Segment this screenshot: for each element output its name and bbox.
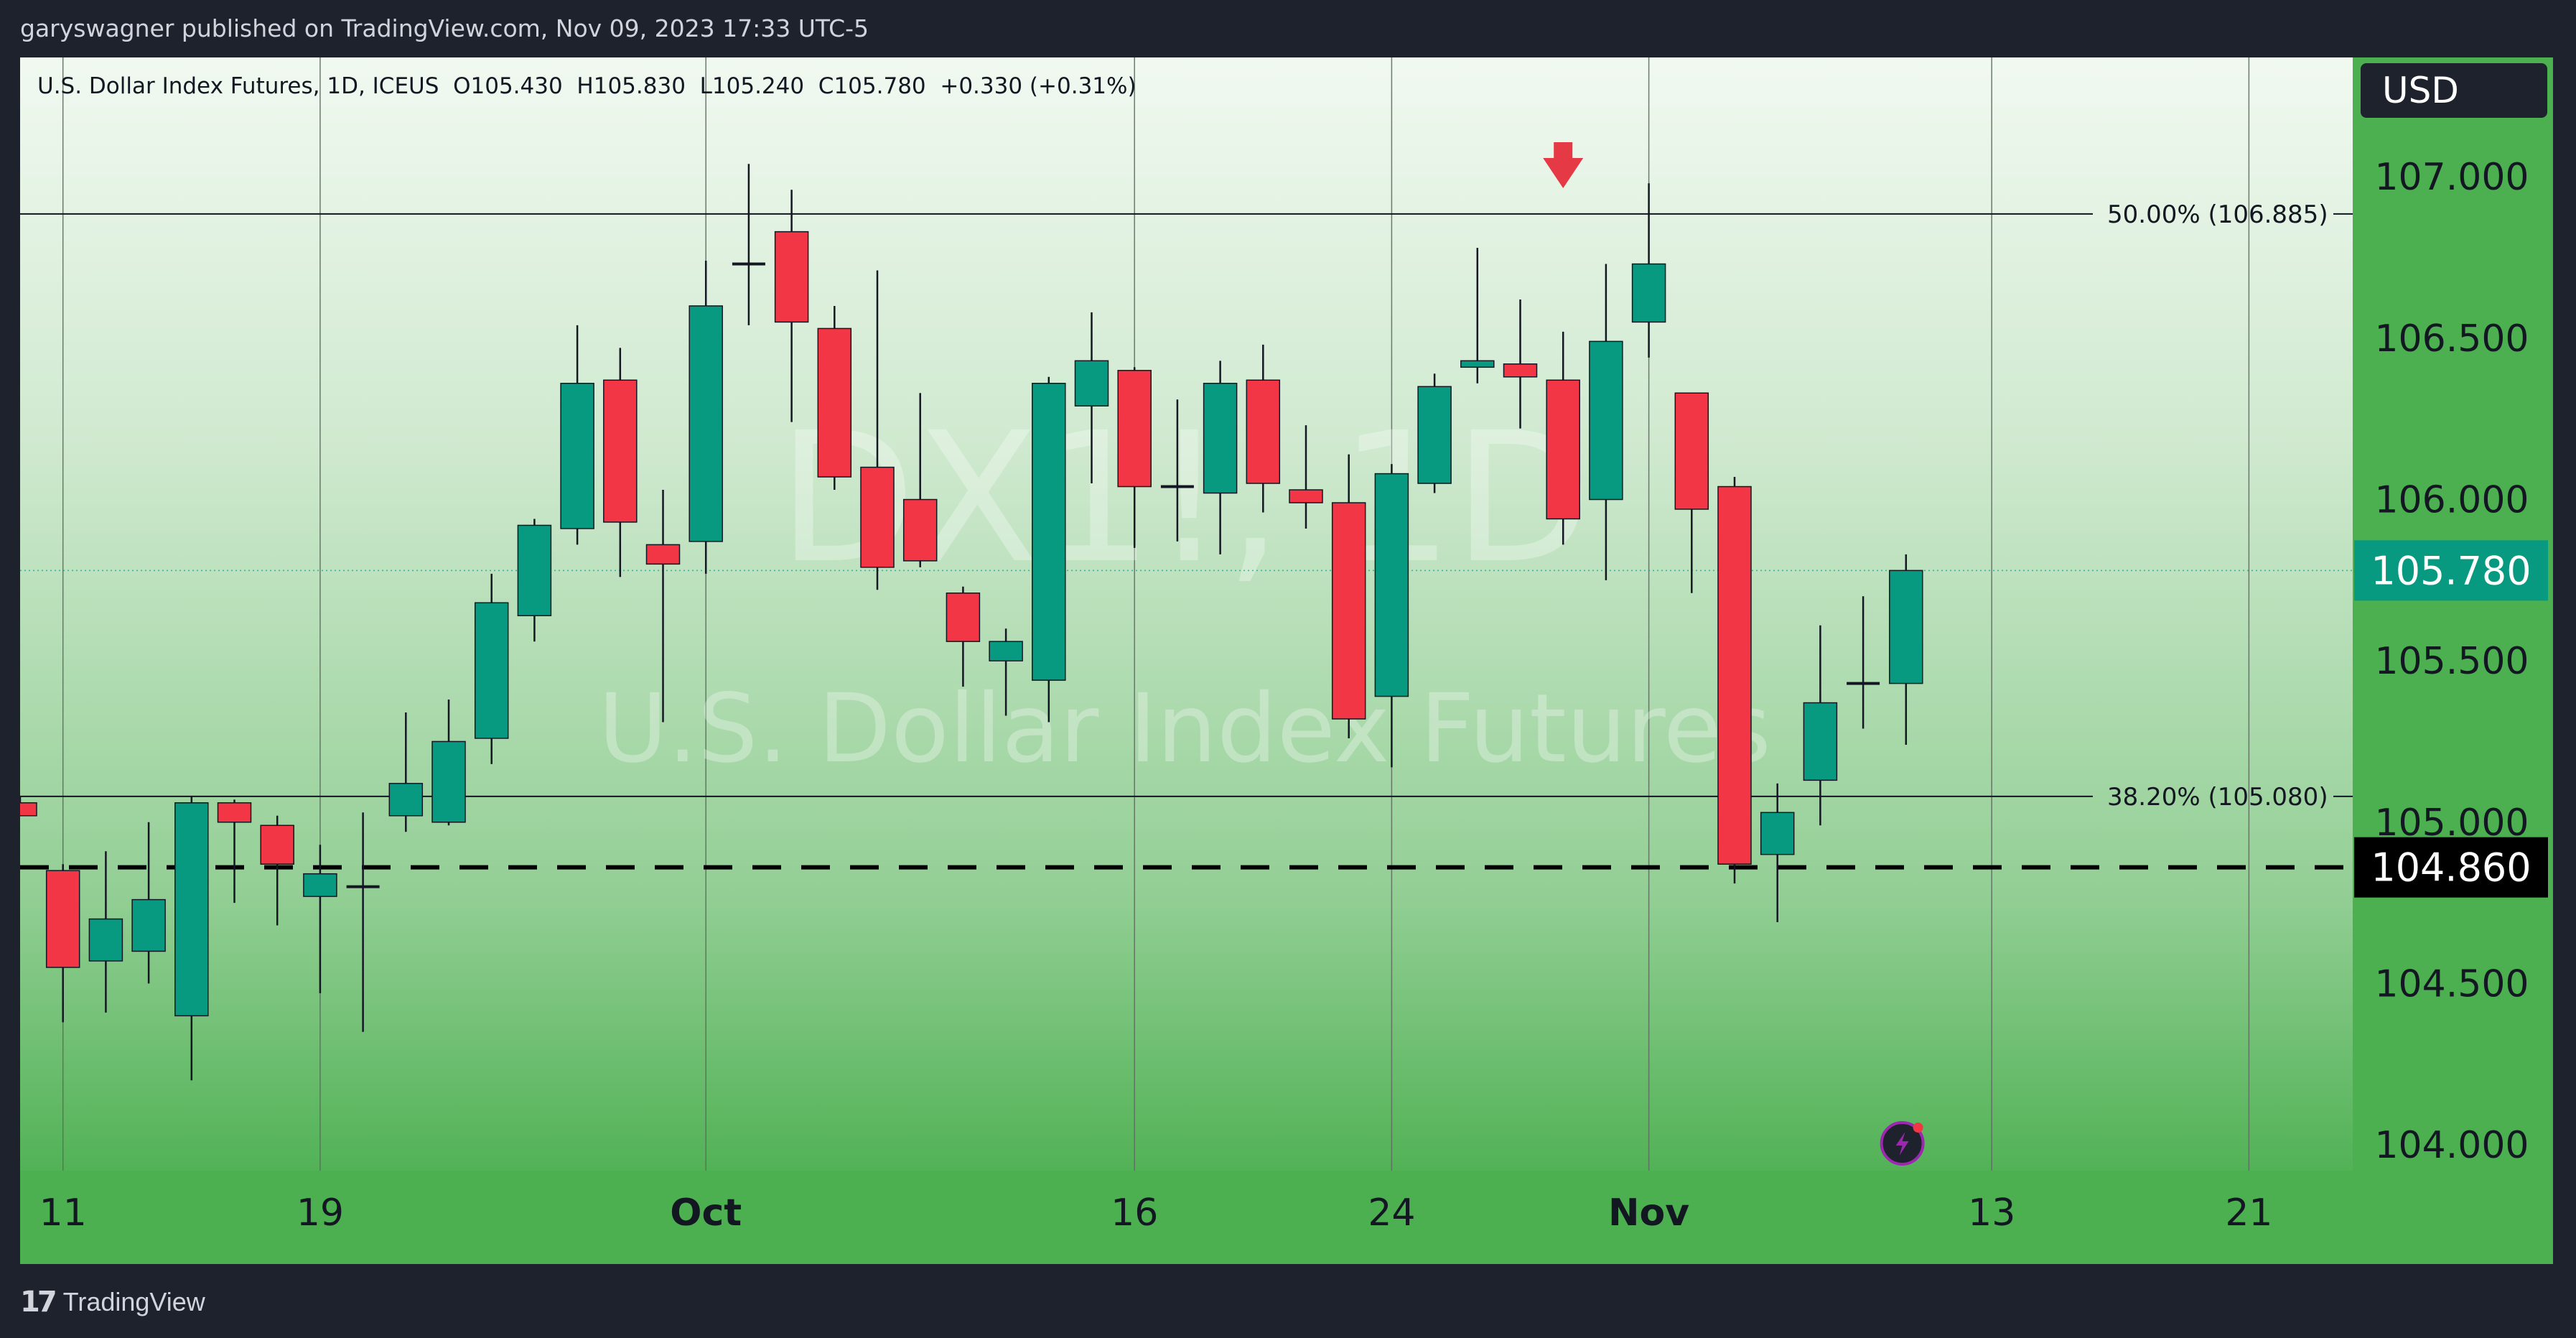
candle-body-up[interactable]	[517, 524, 552, 616]
lightning-bolt-icon	[1895, 1132, 1909, 1156]
last-price-tag	[2354, 540, 2548, 601]
candle-body-down[interactable]	[217, 802, 252, 823]
candle-body-up[interactable]	[560, 383, 594, 529]
x-tick-label: 13	[1968, 1191, 2015, 1235]
candle-body-down[interactable]	[45, 870, 80, 968]
x-tick-label: Oct	[670, 1191, 742, 1235]
y-tick-label: 106.000	[2374, 479, 2529, 522]
candle-body-up[interactable]	[1803, 702, 1838, 781]
level-price-tag	[2354, 837, 2548, 898]
x-tick-label: 21	[2225, 1191, 2272, 1235]
candle-body-doji[interactable]	[1847, 682, 1880, 685]
candle-body-down[interactable]	[946, 593, 981, 642]
tradingview-logo[interactable]: 17 TradingView	[20, 1286, 205, 1319]
candle-body-up[interactable]	[1889, 570, 1923, 684]
plot-area[interactable]	[20, 57, 2353, 1171]
candle-body-down[interactable]	[1546, 379, 1580, 520]
y-tick-label: 106.500	[2374, 317, 2529, 361]
last-price-label: 105.780	[2371, 548, 2531, 593]
candle-body-down[interactable]	[1331, 502, 1366, 720]
candle-body-doji[interactable]	[732, 262, 765, 266]
candle-body-down[interactable]	[1503, 363, 1538, 378]
tradingview-name: TradingView	[62, 1287, 205, 1316]
y-tick-label: 104.500	[2374, 962, 2529, 1005]
x-tick-label: 24	[1368, 1191, 1415, 1235]
candle-body-up[interactable]	[1760, 812, 1795, 855]
candle-body-down[interactable]	[260, 824, 294, 865]
y-tick-label: 105.500	[2374, 640, 2529, 683]
candle-body-up[interactable]	[1032, 383, 1066, 681]
candle-body-down[interactable]	[1246, 379, 1281, 484]
candle-body-down[interactable]	[817, 327, 852, 478]
publisher-bar: garyswagner published on TradingView.com…	[0, 0, 2576, 57]
x-tick-label: Nov	[1608, 1191, 1689, 1235]
footer-bar	[0, 1264, 2576, 1338]
tradingview-mark-icon: 17	[20, 1286, 57, 1319]
candle-body-up[interactable]	[174, 802, 209, 1017]
currency-button[interactable]	[2361, 63, 2547, 118]
event-dot-icon	[1913, 1123, 1923, 1133]
candle-body-up[interactable]	[303, 873, 337, 897]
candle-body-up[interactable]	[1631, 263, 1666, 323]
y-tick-label: 104.000	[2374, 1124, 2529, 1167]
candle-body-down[interactable]	[1117, 370, 1152, 488]
watermark-symbol: DX1!, 1D	[778, 394, 1592, 603]
candle-body-up[interactable]	[989, 641, 1023, 661]
candle-body-up[interactable]	[1074, 360, 1109, 406]
x-tick-label: 16	[1111, 1191, 1158, 1235]
candle-body-down[interactable]	[1289, 489, 1323, 503]
currency-label: USD	[2382, 70, 2459, 111]
y-tick-label: 107.000	[2374, 156, 2529, 199]
candle-body-up[interactable]	[88, 918, 123, 962]
candle-body-up[interactable]	[388, 783, 424, 817]
level-price-label: 104.860	[2371, 845, 2531, 891]
candle-body-down[interactable]	[4, 802, 37, 817]
candle-body-up[interactable]	[1589, 340, 1623, 501]
down-arrow-marker-icon[interactable]	[1543, 142, 1584, 188]
candle-body-up[interactable]	[131, 898, 166, 952]
candle-body-doji[interactable]	[346, 885, 380, 888]
candle-body-doji[interactable]	[1160, 485, 1194, 488]
candle-body-down[interactable]	[603, 379, 638, 523]
candle-body-down[interactable]	[1674, 392, 1709, 510]
candle-body-up[interactable]	[1417, 386, 1452, 484]
candle-body-up[interactable]	[431, 740, 466, 823]
fib-level-label: 38.20% (105.080)	[2107, 783, 2328, 812]
candle-body-down[interactable]	[1717, 486, 1752, 865]
candle-body-down[interactable]	[902, 498, 938, 562]
candle-body-up[interactable]	[689, 305, 723, 542]
candle-body-down[interactable]	[774, 231, 809, 323]
candle-body-up[interactable]	[1374, 473, 1409, 697]
symbol-legend: U.S. Dollar Index Futures, 1D, ICEUS O10…	[37, 73, 1137, 99]
candle-body-up[interactable]	[474, 602, 509, 739]
x-tick-label: 11	[39, 1191, 87, 1235]
candle-body-up[interactable]	[1203, 383, 1238, 494]
candle-body-down[interactable]	[645, 544, 681, 565]
publisher-text: garyswagner published on TradingView.com…	[20, 14, 869, 42]
watermark-name: U.S. Dollar Index Futures	[598, 674, 1771, 784]
candle-body-up[interactable]	[1460, 360, 1495, 368]
fib-level-label: 50.00% (106.885)	[2107, 200, 2328, 229]
x-tick-label: 19	[297, 1191, 344, 1235]
candle-body-down[interactable]	[860, 466, 895, 568]
